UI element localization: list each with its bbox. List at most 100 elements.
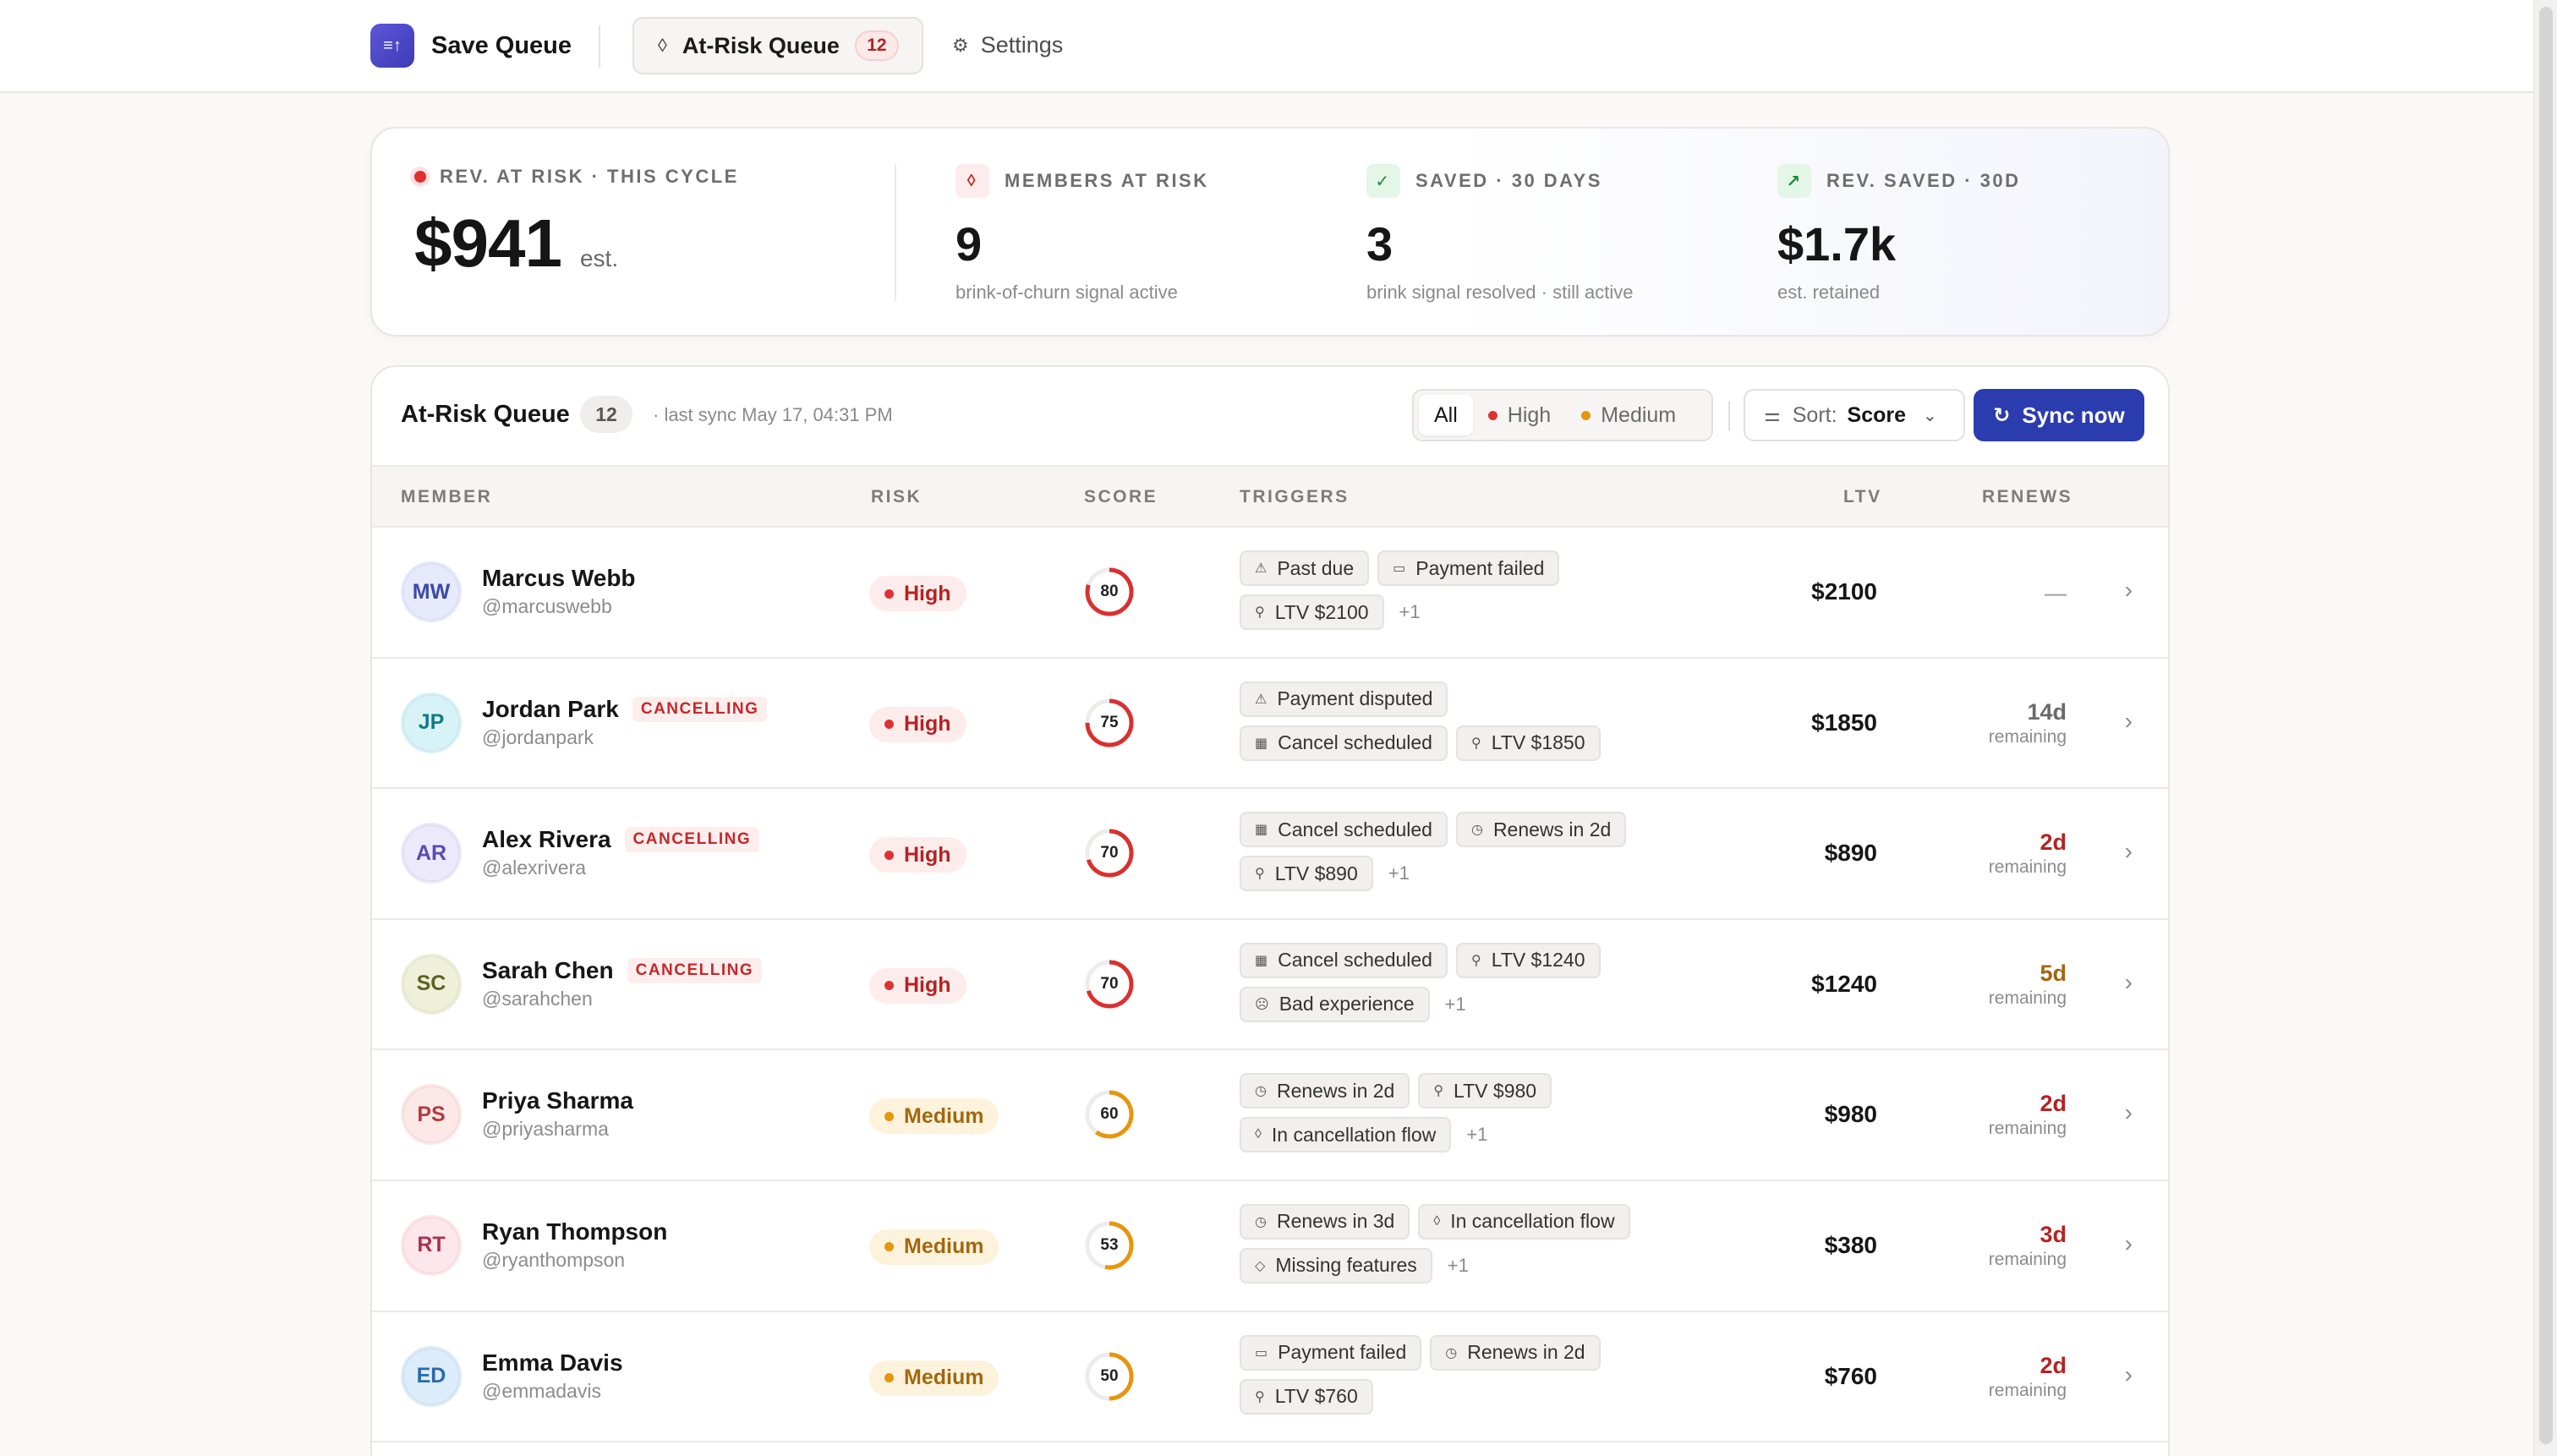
renews-cell: 2d remaining xyxy=(1989,1353,2067,1401)
filter-medium-button[interactable]: Medium xyxy=(1566,395,1691,435)
trigger-line: ◇ Missing features +1 xyxy=(1240,1247,1713,1284)
trigger-line: ⚠ Past due ▭ Payment failed xyxy=(1240,550,1713,587)
renews-remaining: remaining xyxy=(1988,726,2067,747)
sort-dropdown[interactable]: ⚌ Sort: Score ⌄ xyxy=(1744,389,1965,441)
column-renews[interactable]: RENEWS xyxy=(1982,487,2073,506)
score-ring: 75 xyxy=(1084,698,1135,748)
trigger-label: Payment disputed xyxy=(1277,687,1433,710)
drop-icon: ◊ xyxy=(955,164,989,198)
chevron-right-icon[interactable]: › xyxy=(2124,707,2133,734)
member-name[interactable]: Marcus Webb xyxy=(482,565,636,591)
calendar-x-icon: ▦ xyxy=(1255,953,1268,968)
trigger-label: LTV $980 xyxy=(1454,1079,1537,1102)
cancelling-badge: CANCELLING xyxy=(627,957,763,983)
member-name[interactable]: Ryan Thompson xyxy=(482,1218,668,1245)
member-name-line: Marcus Webb xyxy=(482,565,636,592)
tab-at-risk-queue[interactable]: ◊ At-Risk Queue 12 xyxy=(632,17,923,74)
trigger-label: Cancel scheduled xyxy=(1278,731,1432,754)
more-triggers-count[interactable]: +1 xyxy=(1444,993,1466,1015)
brand[interactable]: ≡↑ Save Queue xyxy=(370,24,572,68)
scrollbar-thumb[interactable] xyxy=(2539,7,2553,1444)
high-dot-icon xyxy=(1487,410,1498,420)
member-name[interactable]: Priya Sharma xyxy=(482,1087,633,1114)
member-handle: @sarahchen xyxy=(482,987,593,1010)
column-score[interactable]: SCORE xyxy=(1084,487,1158,506)
table-header: MEMBER RISK SCORE TRIGGERS LTV RENEWS xyxy=(372,465,2168,528)
member-name[interactable]: Emma Davis xyxy=(482,1349,623,1376)
chevron-right-icon[interactable]: › xyxy=(2124,1360,2133,1388)
column-ltv[interactable]: LTV xyxy=(1843,487,1882,506)
member-name[interactable]: Sarah Chen xyxy=(482,956,614,983)
risk-dot-icon xyxy=(884,1242,894,1252)
refresh-icon: ↻ xyxy=(1993,403,2011,427)
more-triggers-count[interactable]: +1 xyxy=(1466,1124,1488,1146)
trigger-label: Cancel scheduled xyxy=(1278,949,1432,972)
more-triggers-count[interactable]: +1 xyxy=(1399,601,1421,622)
stat-label-text: REV. AT RISK · THIS CYCLE xyxy=(440,166,739,187)
chevron-right-icon[interactable]: › xyxy=(2124,1229,2133,1256)
stat-unit: est. xyxy=(579,245,619,271)
risk-label: High xyxy=(904,842,951,867)
trigger-label: LTV $760 xyxy=(1274,1385,1358,1408)
score-ring: 60 xyxy=(1084,1089,1135,1140)
score-ring-svg xyxy=(1085,829,1134,878)
score-value: 80 xyxy=(1100,583,1119,600)
chevron-right-icon[interactable]: › xyxy=(2124,838,2133,865)
chevron-right-icon[interactable]: › xyxy=(2124,968,2133,995)
renews-days: 2d xyxy=(2040,1091,2067,1117)
chevron-right-icon[interactable]: › xyxy=(2124,577,2133,603)
trigger-list: ⚠ Payment disputed ▦ Cancel scheduled ⚲ LTV $… xyxy=(1240,681,1713,769)
member-name[interactable]: Jordan Park xyxy=(482,695,619,722)
avatar: RT xyxy=(401,1214,462,1276)
trigger-label: LTV $2100 xyxy=(1274,600,1369,623)
avatar: MW xyxy=(401,561,462,622)
table-row[interactable]: PS Priya Sharma @priyasharma Medium 60 ◷ Renew… xyxy=(372,1050,2168,1181)
table-row[interactable]: MW Marcus Webb @marcuswebb High 80 ⚠ Past due ▭… xyxy=(372,528,2168,659)
sort-label: Sort: xyxy=(1792,402,1837,427)
trigger-chip: ⚲ LTV $890 xyxy=(1240,856,1373,892)
trigger-label: In cancellation flow xyxy=(1271,1123,1437,1146)
trigger-label: Cancel scheduled xyxy=(1278,818,1432,840)
trigger-label: Missing features xyxy=(1275,1254,1417,1277)
trigger-list: ◷ Renews in 3d ◊ In cancellation flow ◇ Missi… xyxy=(1240,1203,1713,1291)
column-member[interactable]: MEMBER xyxy=(401,487,493,506)
trigger-chip: ◊ In cancellation flow xyxy=(1418,1203,1630,1240)
table-row[interactable]: RT Ryan Thompson @ryanthompson Medium 53 ◷ Ren… xyxy=(372,1181,2168,1312)
member-name-line: Sarah Chen CANCELLING xyxy=(482,956,763,984)
score-ring-fill xyxy=(1085,1090,1134,1139)
renews-cell: 2d remaining xyxy=(1989,1091,2067,1139)
sort-value: Score xyxy=(1847,402,1907,427)
sync-now-button[interactable]: ↻ Sync now xyxy=(1974,389,2144,441)
more-triggers-count[interactable]: +1 xyxy=(1388,862,1410,884)
column-triggers[interactable]: TRIGGERS xyxy=(1240,487,1350,506)
table-row[interactable]: JP Jordan Park CANCELLING @jordanpark High 75… xyxy=(372,659,2168,790)
score-ring: 53 xyxy=(1084,1220,1135,1271)
avatar: SC xyxy=(401,953,462,1015)
renews-cell: 14d remaining xyxy=(1989,699,2067,747)
trigger-label: Renews in 2d xyxy=(1467,1341,1585,1364)
risk-label: High xyxy=(904,581,951,605)
member-name[interactable]: Alex Rivera xyxy=(482,826,611,853)
table-row[interactable]: ED Emma Davis @emmadavis Medium 50 ▭ Payment f… xyxy=(372,1312,2168,1443)
tab-settings[interactable]: ⚙ Settings xyxy=(952,32,1063,58)
filter-high-button[interactable]: High xyxy=(1473,395,1566,435)
page-scrollbar[interactable] xyxy=(2533,0,2557,1456)
more-triggers-count[interactable]: +1 xyxy=(1447,1254,1469,1276)
filter-all-button[interactable]: All xyxy=(1419,395,1473,435)
column-risk[interactable]: RISK xyxy=(871,487,923,506)
person-icon: ⚲ xyxy=(1433,1084,1444,1099)
renews-remaining: remaining xyxy=(1988,988,2067,1008)
warning-icon: ⚠ xyxy=(1255,561,1268,576)
trigger-chip: ◷ Renews in 3d xyxy=(1240,1203,1410,1240)
table-row[interactable]: AR Alex Rivera CANCELLING @alexrivera High 70… xyxy=(372,789,2168,920)
stat-label: ◊ MEMBERS AT RISK xyxy=(955,164,1209,198)
chevron-right-icon[interactable]: › xyxy=(2124,1099,2133,1126)
risk-label: High xyxy=(904,973,951,998)
score-ring-svg xyxy=(1085,960,1134,1009)
trigger-chip: ◷ Renews in 2d xyxy=(1430,1334,1601,1371)
member-handle: @ryanthompson xyxy=(482,1248,626,1271)
risk-badge: Medium xyxy=(869,1098,999,1135)
table-row[interactable]: SC Sarah Chen CANCELLING @sarahchen High 70 ▦ C… xyxy=(372,920,2168,1051)
ltv-value: $2100 xyxy=(1811,578,1877,605)
clock-icon: ◷ xyxy=(1255,1214,1267,1229)
